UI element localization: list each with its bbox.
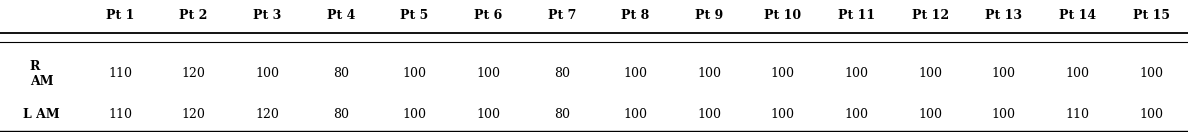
Text: 100: 100: [403, 67, 426, 80]
Text: 100: 100: [845, 67, 868, 80]
Text: 100: 100: [1066, 67, 1089, 80]
Text: 120: 120: [255, 108, 279, 121]
Text: R
AM: R AM: [30, 60, 53, 88]
Text: Pt 3: Pt 3: [253, 9, 282, 22]
Text: 80: 80: [333, 67, 349, 80]
Text: Pt 11: Pt 11: [838, 9, 876, 22]
Text: 100: 100: [1139, 67, 1163, 80]
Text: 120: 120: [182, 67, 206, 80]
Text: Pt 2: Pt 2: [179, 9, 208, 22]
Text: 80: 80: [554, 67, 570, 80]
Text: Pt 5: Pt 5: [400, 9, 429, 22]
Text: Pt 6: Pt 6: [474, 9, 503, 22]
Text: 110: 110: [108, 67, 132, 80]
Text: 110: 110: [1066, 108, 1089, 121]
Text: 100: 100: [476, 67, 500, 80]
Text: 100: 100: [476, 108, 500, 121]
Text: 100: 100: [771, 67, 795, 80]
Text: Pt 14: Pt 14: [1059, 9, 1097, 22]
Text: 100: 100: [918, 67, 942, 80]
Text: L AM: L AM: [24, 108, 59, 121]
Text: Pt 8: Pt 8: [621, 9, 650, 22]
Text: 110: 110: [108, 108, 132, 121]
Text: 80: 80: [333, 108, 349, 121]
Text: 100: 100: [697, 108, 721, 121]
Text: Pt 15: Pt 15: [1132, 9, 1170, 22]
Text: 100: 100: [624, 67, 647, 80]
Text: 100: 100: [1139, 108, 1163, 121]
Text: Pt 13: Pt 13: [985, 9, 1023, 22]
Text: 100: 100: [624, 108, 647, 121]
Text: 100: 100: [403, 108, 426, 121]
Text: 80: 80: [554, 108, 570, 121]
Text: 100: 100: [845, 108, 868, 121]
Text: 120: 120: [182, 108, 206, 121]
Text: Pt 1: Pt 1: [106, 9, 134, 22]
Text: Pt 7: Pt 7: [548, 9, 576, 22]
Text: 100: 100: [992, 67, 1016, 80]
Text: 100: 100: [918, 108, 942, 121]
Text: 100: 100: [771, 108, 795, 121]
Text: Pt 10: Pt 10: [764, 9, 802, 22]
Text: 100: 100: [697, 67, 721, 80]
Text: 100: 100: [255, 67, 279, 80]
Text: Pt 9: Pt 9: [695, 9, 723, 22]
Text: Pt 12: Pt 12: [911, 9, 949, 22]
Text: Pt 4: Pt 4: [327, 9, 355, 22]
Text: 100: 100: [992, 108, 1016, 121]
